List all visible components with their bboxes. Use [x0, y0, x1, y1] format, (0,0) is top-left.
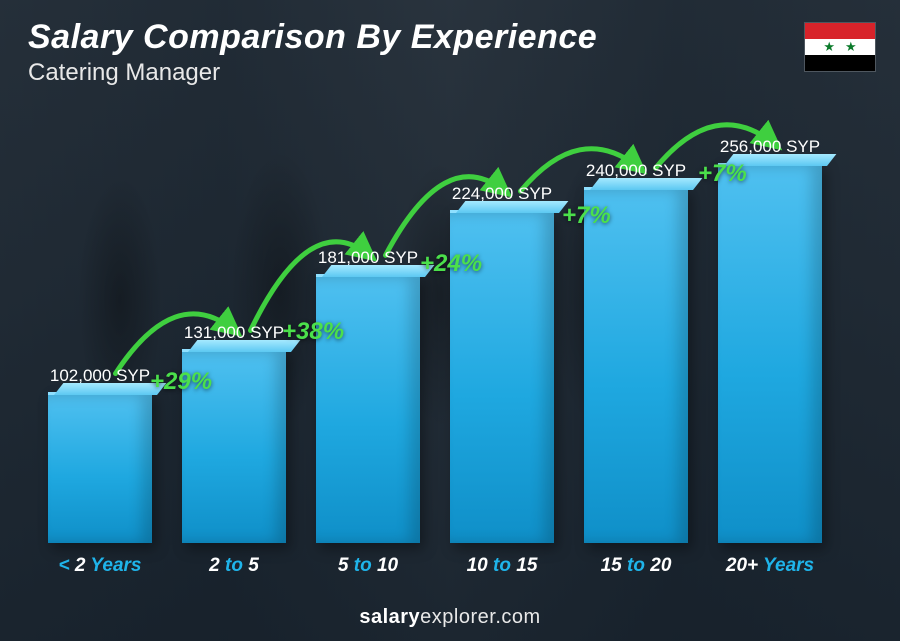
bar — [316, 274, 419, 543]
x-axis-label: 10 to 15 — [442, 555, 562, 577]
bar — [584, 187, 687, 543]
country-flag-syria: ★ ★ — [804, 22, 876, 72]
footer-brand: salaryexplorer.com — [0, 606, 900, 629]
x-axis-labels: < 2 Years 2 to 5 5 to 10 10 to 15 15 to 20 20… — [30, 555, 840, 577]
brand-rest: explorer.com — [420, 606, 541, 628]
x-axis-label: 2 to 5 — [174, 555, 294, 577]
increase-label: +38% — [282, 318, 344, 346]
increase-label: +29% — [150, 368, 212, 396]
increase-label: +7% — [698, 160, 747, 188]
bar-column: 256,000 SYP — [710, 137, 830, 543]
bar-column: 131,000 SYP — [174, 323, 294, 543]
x-axis-label: 5 to 10 — [308, 555, 428, 577]
salary-bar-chart: 102,000 SYP131,000 SYP181,000 SYP224,000… — [30, 120, 840, 571]
bar-column: 102,000 SYP — [40, 366, 160, 543]
x-axis-label: < 2 Years — [40, 555, 160, 577]
page-title: Salary Comparison By Experience — [28, 18, 597, 57]
bar-column: 181,000 SYP — [308, 248, 428, 543]
bar — [718, 163, 821, 543]
bar-column: 224,000 SYP — [442, 184, 562, 543]
increase-label: +7% — [562, 202, 611, 230]
x-axis-label: 15 to 20 — [576, 555, 696, 577]
page-subtitle: Catering Manager — [28, 59, 597, 87]
bar — [48, 392, 151, 543]
increase-label: +24% — [420, 250, 482, 278]
flag-stripe-red — [805, 23, 875, 39]
flag-stripe-black — [805, 55, 875, 71]
flag-star-icon: ★ — [845, 39, 857, 55]
flag-star-icon: ★ — [823, 39, 835, 55]
x-axis-label: 20+ Years — [710, 555, 830, 577]
header: Salary Comparison By Experience Catering… — [28, 18, 597, 87]
brand-bold: salary — [359, 606, 420, 628]
flag-stripe-white: ★ ★ — [805, 39, 875, 55]
